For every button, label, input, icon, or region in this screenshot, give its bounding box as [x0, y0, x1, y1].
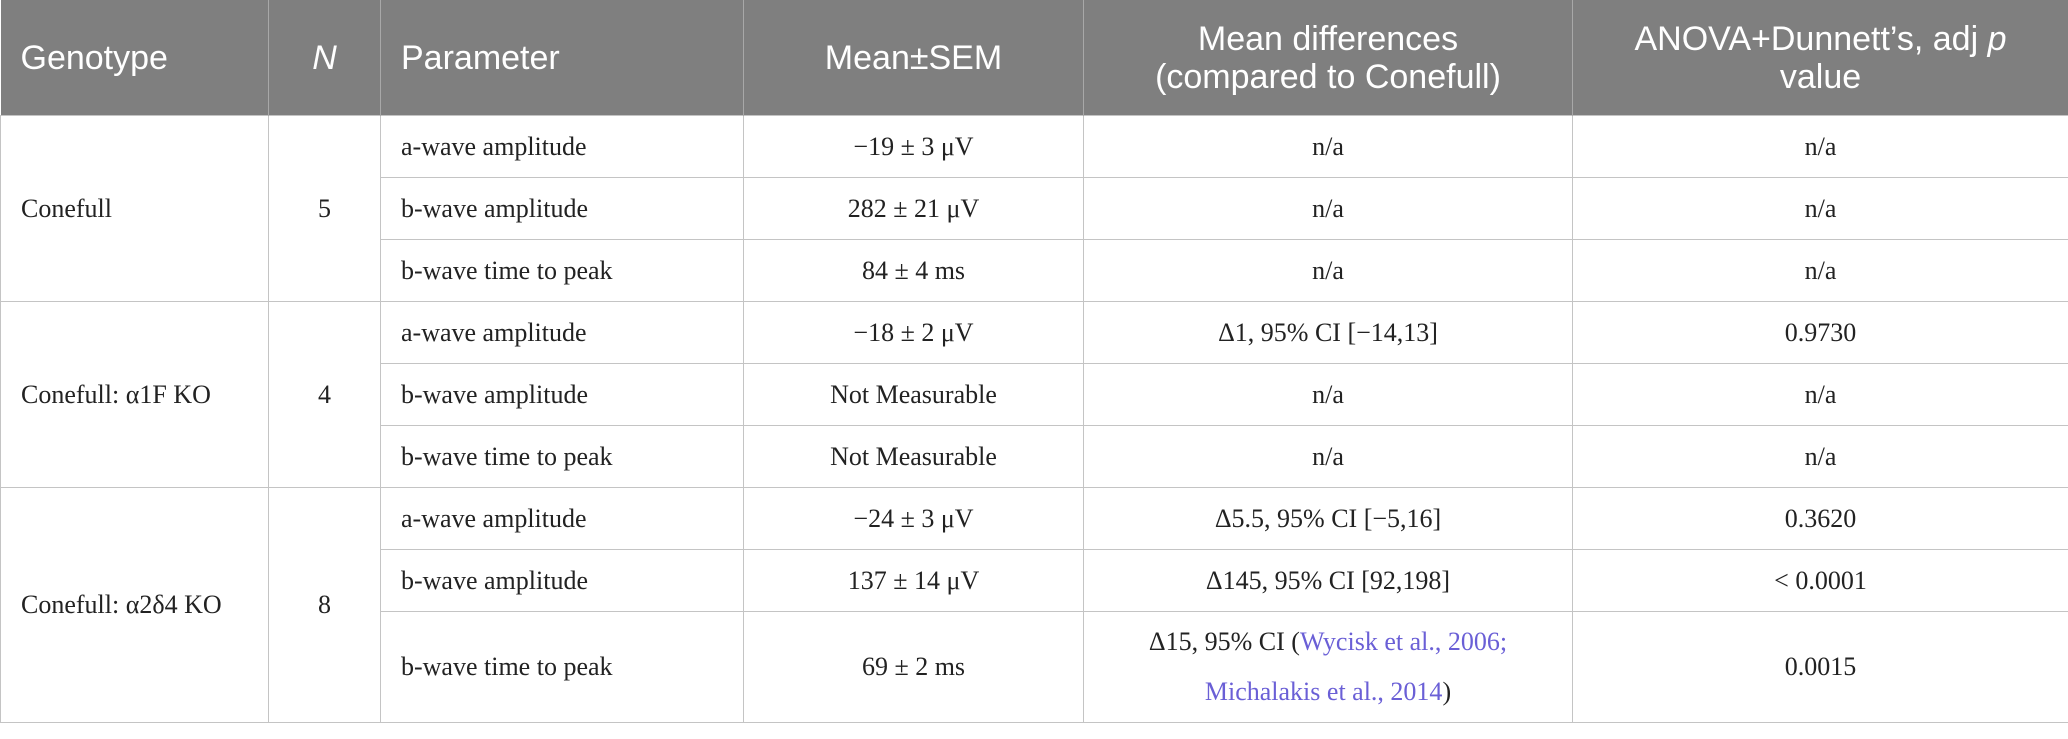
parameter-cell: b-wave amplitude [380, 549, 744, 612]
mean-cell: −24 ± 3 μV [743, 487, 1084, 550]
diff-text: ) [1442, 677, 1452, 706]
header-cell: Parameter [380, 0, 744, 116]
n-cell: 4 [268, 301, 381, 488]
parameter-cell: b-wave amplitude [380, 177, 744, 240]
citation-link[interactable]: Michalakis et al., 2014 [1204, 677, 1443, 706]
p-cell: n/a [1572, 363, 2068, 426]
genotype-cell: Conefull: α2δ4 KO [0, 487, 269, 723]
diff-cell: n/a [1083, 115, 1573, 178]
n-cell: 8 [268, 487, 381, 723]
mean-cell: Not Measurable [743, 363, 1084, 426]
table-body: Conefull 5 a-wave amplitude −19 ± 3 μV n/a n/… [0, 115, 2068, 723]
n-cell: 5 [268, 115, 381, 302]
parameter-cell: b-wave time to peak [380, 239, 744, 302]
parameter-cell: b-wave time to peak [380, 425, 744, 488]
parameter-cell: b-wave time to peak [380, 611, 744, 723]
mean-cell: −18 ± 2 μV [743, 301, 1084, 364]
p-cell: n/a [1572, 115, 2068, 178]
diff-text: Δ15, 95% CI ( [1148, 627, 1300, 656]
table-header: Genotype N Parameter Mean±SEM Mean diffe… [0, 0, 2068, 116]
mean-cell: 69 ± 2 ms [743, 611, 1084, 723]
header-text: p [1987, 19, 2007, 58]
mean-cell: Not Measurable [743, 425, 1084, 488]
genotype-cell: Conefull: α1F KO [0, 301, 269, 488]
table-row: b-wave time to peak Not Measurable n/a n/a [1, 425, 2068, 488]
header-cell: Genotype [0, 0, 269, 116]
p-cell: < 0.0001 [1572, 549, 2068, 612]
parameter-cell: a-wave amplitude [380, 487, 744, 550]
diff-cell: Δ15, 95% CI (Wycisk et al., 2006; Michala… [1083, 611, 1573, 723]
mean-cell: −19 ± 3 μV [743, 115, 1084, 178]
p-cell: 0.0015 [1572, 611, 2068, 723]
header-cell: Mean differences (compared to Conefull) [1083, 0, 1573, 116]
mean-cell: 282 ± 21 μV [743, 177, 1084, 240]
p-cell: n/a [1572, 425, 2068, 488]
genotype-cell: Conefull [0, 115, 269, 302]
diff-cell: n/a [1083, 425, 1573, 488]
diff-cell: n/a [1083, 363, 1573, 426]
header-text: ANOVA+Dunnett’s, adj [1634, 19, 1988, 58]
results-table: Genotype N Parameter Mean±SEM Mean diffe… [0, 0, 2068, 723]
table-row: Conefull: α2δ4 KO 8 a-wave amplitude −24 ± … [0, 487, 2068, 723]
mean-cell: 84 ± 4 ms [743, 239, 1084, 302]
header-text: (compared to Conefull) [1155, 57, 1501, 96]
diff-cell: Δ5.5, 95% CI [−5,16] [1083, 487, 1573, 550]
table-row: b-wave amplitude Not Measurable n/a n/a [1, 363, 2068, 426]
table-row: Conefull 5 a-wave amplitude −19 ± 3 μV n/a n/… [0, 115, 2068, 302]
p-cell: 0.9730 [1572, 301, 2068, 364]
p-cell: n/a [1572, 239, 2068, 302]
header-cell: ANOVA+Dunnett’s, adj p value [1572, 0, 2068, 116]
diff-cell: Δ1, 95% CI [−14,13] [1083, 301, 1573, 364]
p-cell: n/a [1572, 177, 2068, 240]
table-row: Conefull: α1F KO 4 a-wave amplitude −18 ± 2… [0, 301, 2068, 488]
parameter-cell: a-wave amplitude [380, 301, 744, 364]
table-row: b-wave amplitude 137 ± 14 μV Δ145, 95% CI … [1, 549, 2068, 612]
parameter-cell: b-wave amplitude [380, 363, 744, 426]
diff-cell: n/a [1083, 177, 1573, 240]
parameter-cell: a-wave amplitude [380, 115, 744, 178]
header-text: N [312, 38, 337, 77]
mean-cell: 137 ± 14 μV [743, 549, 1084, 612]
p-cell: 0.3620 [1572, 487, 2068, 550]
header-cell: Mean±SEM [743, 0, 1084, 116]
diff-cell: Δ145, 95% CI [92,198] [1083, 549, 1573, 612]
header-cell: N [268, 0, 381, 116]
diff-cell: n/a [1083, 239, 1573, 302]
header-text: value [1779, 57, 1862, 96]
citation-link[interactable]: Wycisk et al., 2006; [1299, 627, 1508, 656]
table-row: b-wave time to peak 69 ± 2 ms Δ15, 95% CI … [1, 611, 2068, 723]
header-text: Mean differences [1197, 19, 1459, 58]
